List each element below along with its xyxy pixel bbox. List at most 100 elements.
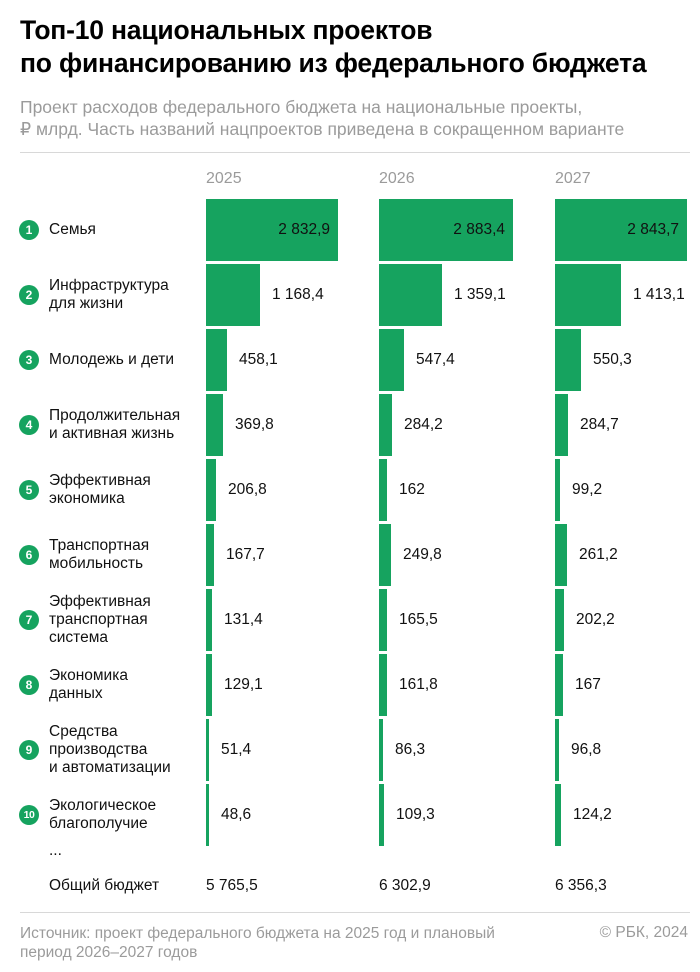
value-label-2026: 1 359,1 <box>454 286 506 303</box>
project-label-line: Продолжительная <box>49 407 181 424</box>
bar-2025 <box>206 784 209 846</box>
rank-badge: 2 <box>19 285 39 305</box>
more-projects-ellipsis: ... <box>49 842 62 859</box>
bar-2026 <box>379 654 387 716</box>
bottom-divider <box>20 912 690 913</box>
value-label-2026: 284,2 <box>404 416 443 433</box>
project-label-line: Инфраструктура <box>49 277 169 294</box>
rank-badge: 7 <box>19 610 39 630</box>
year-header-2026: 2026 <box>379 170 415 187</box>
value-label-2025: 1 168,4 <box>272 286 324 303</box>
value-label-2025: 131,4 <box>224 611 263 628</box>
rank-badge: 8 <box>19 675 39 695</box>
bar-2026 <box>379 329 404 391</box>
value-label-2026: 162 <box>399 481 425 498</box>
bar-2027 <box>555 784 561 846</box>
bar-2026 <box>379 459 387 521</box>
project-label-line: Молодежь и дети <box>49 351 174 368</box>
bar-2026 <box>379 264 442 326</box>
project-label: Средства производства и автоматизации <box>49 723 199 777</box>
value-label-2026: 86,3 <box>395 741 426 758</box>
project-label-line: Транспортная <box>49 537 150 554</box>
project-label: Эффективная транспортная система <box>49 593 199 647</box>
project-label-line: Эффективная <box>49 593 151 610</box>
total-budget-label: Общий бюджет <box>49 877 160 894</box>
project-label: Экономика данных <box>49 667 199 703</box>
project-label-line: Экономика <box>49 667 128 684</box>
value-label-2026: 249,8 <box>403 546 442 563</box>
subtitle-line-2: ₽ млрд. Часть названий нацпроектов приве… <box>20 119 625 139</box>
value-label-2025: 2 832,9 <box>278 221 330 238</box>
bar-2027 <box>555 459 560 521</box>
project-label-line: Экологическое <box>49 797 157 814</box>
value-label-2027: 96,8 <box>571 741 602 758</box>
value-label-2027: 261,2 <box>579 546 618 563</box>
bar-2027 <box>555 719 559 781</box>
source-line-2: период 2026–2027 годов <box>20 944 198 961</box>
project-label-line: транспортная <box>49 611 148 628</box>
rank-badge: 1 <box>19 220 39 240</box>
value-label-2026: 165,5 <box>399 611 438 628</box>
value-label-2025: 167,7 <box>226 546 265 563</box>
bar-2027 <box>555 329 581 391</box>
project-label-line: для жизни <box>49 295 124 312</box>
project-label-line: система <box>49 629 108 646</box>
bar-2027 <box>555 264 621 326</box>
bar-2027 <box>555 654 563 716</box>
bar-2026 <box>379 394 392 456</box>
bar-2025 <box>206 394 223 456</box>
rank-badge: 4 <box>19 415 39 435</box>
bar-2025 <box>206 329 227 391</box>
project-label-line: данных <box>49 685 103 702</box>
year-header-2027: 2027 <box>555 170 591 187</box>
chart-title: Топ-10 национальных проектов по финансир… <box>20 14 690 80</box>
bar-2026 <box>379 784 384 846</box>
project-label: Транспортная мобильность <box>49 537 199 573</box>
bar-2026 <box>379 524 391 586</box>
bar-2025 <box>206 459 216 521</box>
project-label: Инфраструктура для жизни <box>49 277 199 313</box>
rank-badge: 6 <box>19 545 39 565</box>
project-label-line: и активная жизнь <box>49 425 175 442</box>
value-label-2027: 284,7 <box>580 416 619 433</box>
subtitle-line-1: Проект расходов федерального бюджета на … <box>20 97 583 117</box>
total-budget-2025: 5 765,5 <box>206 877 258 894</box>
value-label-2026: 547,4 <box>416 351 455 368</box>
value-label-2027: 202,2 <box>576 611 615 628</box>
bar-2025 <box>206 264 260 326</box>
project-label-line: Эффективная <box>49 472 151 489</box>
value-label-2026: 109,3 <box>396 806 435 823</box>
bar-2025 <box>206 719 209 781</box>
year-header-2025: 2025 <box>206 170 242 187</box>
rank-badge: 3 <box>19 350 39 370</box>
chart-subtitle: Проект расходов федерального бюджета на … <box>20 96 695 140</box>
bar-2025 <box>206 524 214 586</box>
bar-2027 <box>555 589 564 651</box>
value-label-2025: 51,4 <box>221 741 252 758</box>
project-label: Семья <box>49 221 199 239</box>
project-label: Экологическое благополучие <box>49 797 199 833</box>
project-label-line: Семья <box>49 221 96 238</box>
project-label-line: производства <box>49 741 148 758</box>
rank-badge: 10 <box>19 805 39 825</box>
value-label-2025: 48,6 <box>221 806 252 823</box>
title-line-1: Топ-10 национальных проектов <box>20 15 433 45</box>
bar-2026 <box>379 199 513 261</box>
total-budget-2027: 6 356,3 <box>555 877 607 894</box>
value-label-2025: 458,1 <box>239 351 278 368</box>
project-label: Эффективная экономика <box>49 472 199 508</box>
project-label: Молодежь и дети <box>49 351 199 369</box>
value-label-2026: 2 883,4 <box>453 221 505 238</box>
project-label: Продолжительная и активная жизнь <box>49 407 199 443</box>
value-label-2025: 369,8 <box>235 416 274 433</box>
bar-2025 <box>206 199 338 261</box>
project-label-line: благополучие <box>49 815 148 832</box>
total-budget-2026: 6 302,9 <box>379 877 431 894</box>
bar-2026 <box>379 589 387 651</box>
bar-2025 <box>206 654 212 716</box>
project-label-line: Средства <box>49 723 118 740</box>
bar-2027 <box>555 199 687 261</box>
project-label-line: и автоматизации <box>49 759 171 776</box>
title-line-2: по финансированию из федерального бюджет… <box>20 48 647 78</box>
rank-badge: 9 <box>19 740 39 760</box>
